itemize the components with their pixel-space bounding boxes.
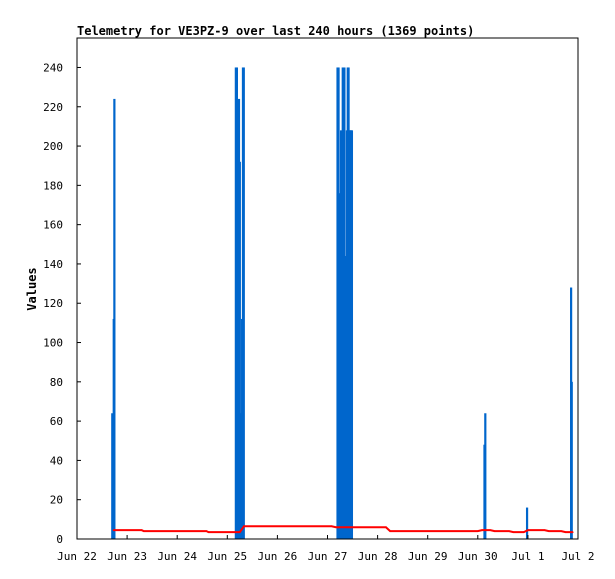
data-bar <box>350 130 354 539</box>
y-axis-ticks: 0 20 40 60 80 100 120 140 160 180 200 220 240 <box>43 61 81 546</box>
y-tick-label: 180 <box>43 179 63 192</box>
data-point <box>207 531 210 533</box>
y-tick-label: 20 <box>50 494 63 507</box>
data-point <box>560 530 563 532</box>
y-tick-label: 220 <box>43 101 63 114</box>
y-tick-label: 140 <box>43 258 63 271</box>
data-point <box>547 530 550 532</box>
data-point <box>205 530 208 532</box>
y-tick-label: 80 <box>50 376 63 389</box>
x-tick-label: Jun 29 <box>408 550 448 563</box>
data-point <box>477 530 479 532</box>
data-bar <box>570 381 573 539</box>
data-bar <box>484 413 487 539</box>
data-point <box>239 531 241 533</box>
data-point <box>112 529 115 531</box>
x-tick-label: Jun 24 <box>157 550 197 563</box>
y-tick-label: 160 <box>43 219 63 232</box>
data-point <box>140 529 143 531</box>
data-bar <box>525 507 529 539</box>
x-axis-ticks: Jun 22 Jun 23 Jun 24 Jun 25 Jun 26 Jun 27 Jun … <box>57 535 595 563</box>
data-point <box>481 529 483 531</box>
y-tick-label: 0 <box>56 533 63 546</box>
data-point <box>571 531 574 533</box>
data-point <box>512 531 515 533</box>
x-tick-label: Jun 27 <box>308 550 348 563</box>
y-tick-label: 120 <box>43 297 63 310</box>
y-tick-label: 200 <box>43 140 63 153</box>
y-tick-label: 40 <box>50 454 63 467</box>
data-bar <box>239 413 242 539</box>
data-point <box>330 525 333 528</box>
x-tick-label: Jun 28 <box>358 550 398 563</box>
x-tick-label: Jun 26 <box>258 550 298 563</box>
x-tick-label: Jul 1 <box>511 550 544 563</box>
x-tick-label: Jul 2 <box>561 550 594 563</box>
data-point <box>389 530 391 532</box>
data-point <box>522 531 525 533</box>
data-point <box>243 525 245 528</box>
data-bar <box>238 161 241 539</box>
data-point <box>543 529 546 531</box>
x-tick-label: Jun 23 <box>107 550 147 563</box>
data-point <box>493 530 496 532</box>
data-point <box>527 529 529 531</box>
y-tick-label: 240 <box>43 61 63 74</box>
data-point <box>143 530 145 532</box>
data-bar <box>242 67 245 539</box>
x-tick-label: Jun 22 <box>57 550 97 563</box>
data-point <box>508 530 510 532</box>
x-tick-label: Jun 25 <box>207 550 247 563</box>
data-point <box>564 531 567 533</box>
data-bar <box>113 98 116 539</box>
bar-series <box>111 67 573 539</box>
y-tick-label: 100 <box>43 337 63 350</box>
chart-title: Telemetry for VE3PZ-9 over last 240 hour… <box>77 24 474 38</box>
y-tick-label: 60 <box>50 415 63 428</box>
y-axis-label: Values <box>25 267 39 310</box>
data-point <box>335 526 337 529</box>
data-bar <box>111 413 114 539</box>
data-point <box>385 526 387 529</box>
data-point <box>489 529 492 531</box>
x-tick-label: Jun 30 <box>458 550 498 563</box>
